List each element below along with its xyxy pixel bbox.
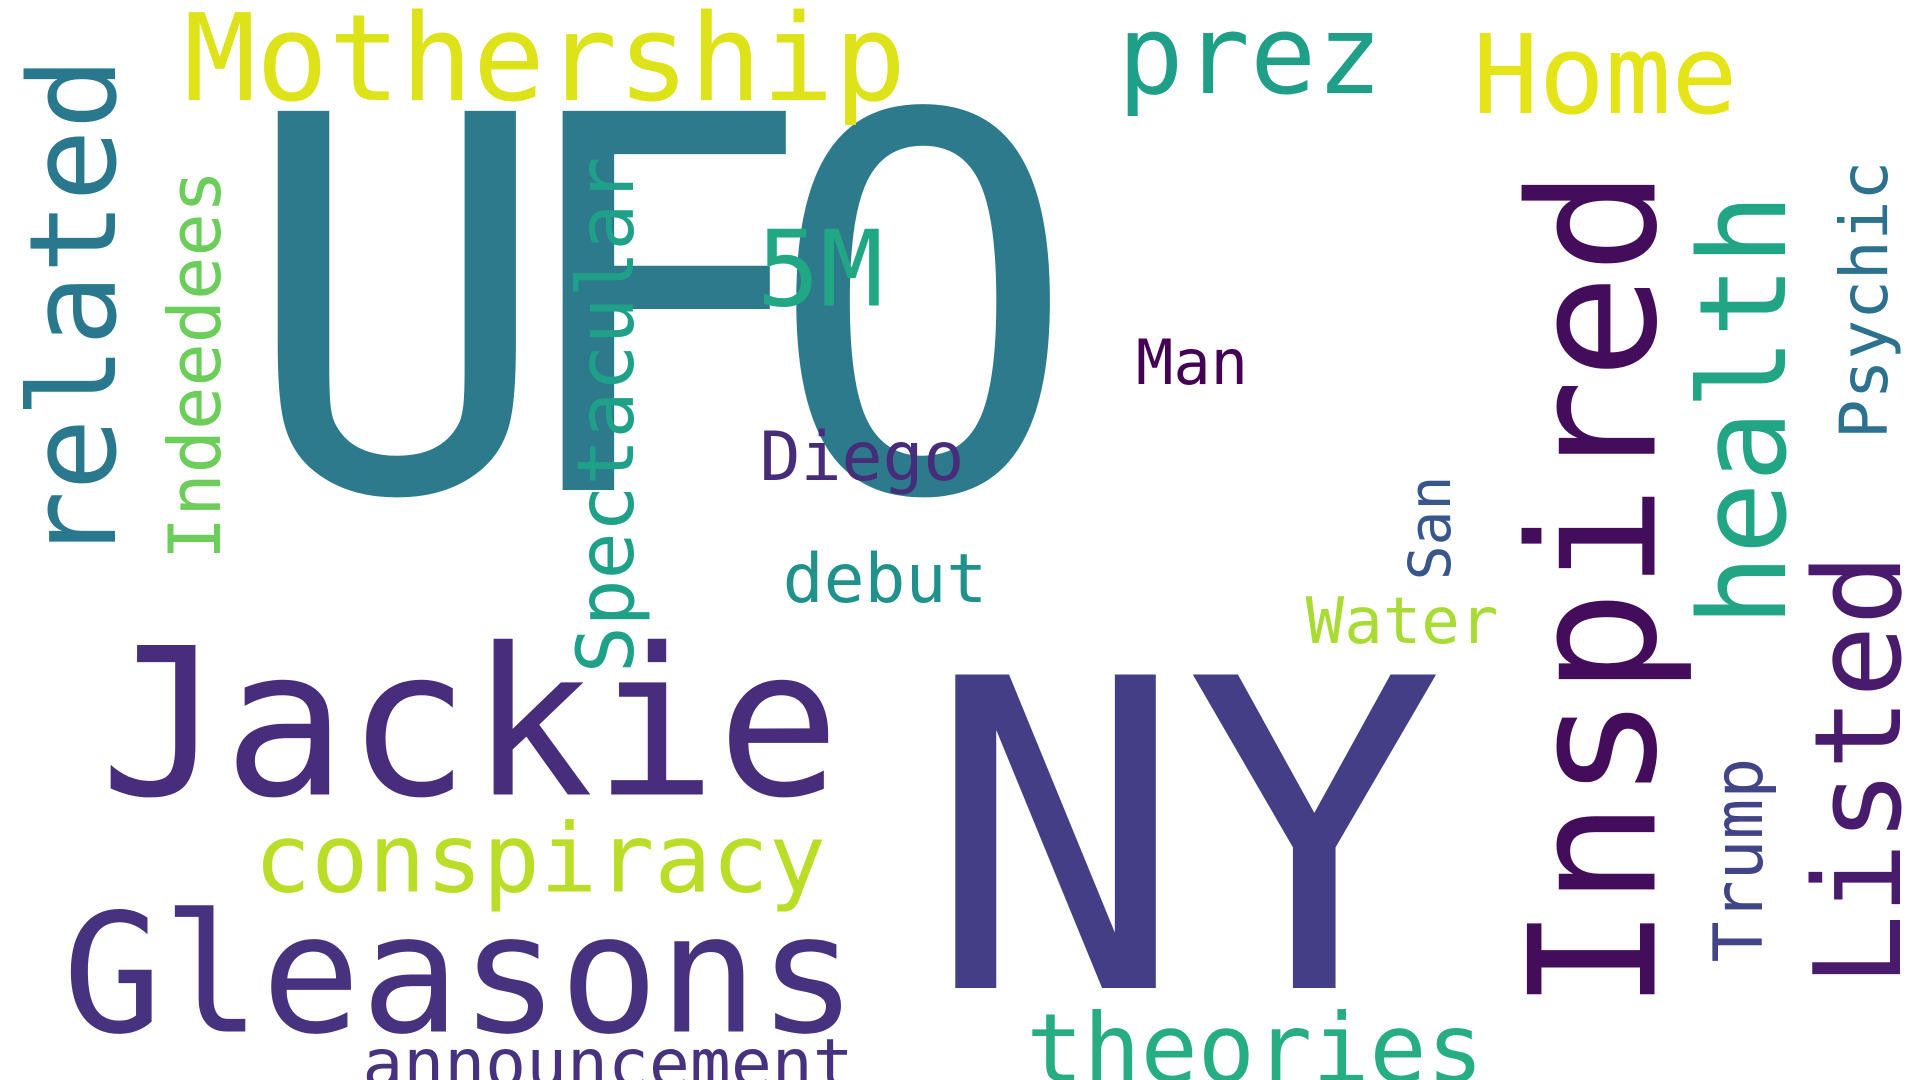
word-diego: Diego: [759, 418, 965, 497]
word-ufo: UFO: [240, 7, 1079, 613]
word-spectacular: Spectacular: [562, 156, 652, 674]
word-listed: Listed: [1790, 553, 1920, 987]
word-water: Water: [1305, 585, 1499, 659]
word-indeedees: Indeedees: [153, 169, 237, 561]
word-theories: theories: [1026, 994, 1484, 1080]
word-health: health: [1675, 193, 1814, 627]
word-inspired: Inspired: [1493, 168, 1697, 1012]
word-prez: prez: [1117, 0, 1383, 119]
word-debut: debut: [782, 540, 988, 619]
word-5m: 5M: [756, 208, 884, 331]
word-related: related: [5, 57, 144, 563]
word-psychic: Psychic: [1826, 160, 1903, 440]
word-ny: NY: [926, 590, 1444, 1080]
word-san: San: [1396, 475, 1464, 581]
word-man: Man: [1136, 326, 1248, 399]
word-gleasons: Gleasons: [62, 878, 858, 1071]
word-home: Home: [1472, 11, 1738, 139]
word-conspiracy: conspiracy: [254, 804, 826, 915]
word-announcement: announcement: [362, 1025, 854, 1080]
word-trump: Trump: [1700, 757, 1779, 963]
word-jackie: Jackie: [99, 605, 841, 844]
word-mothership: Mothership: [183, 0, 907, 129]
